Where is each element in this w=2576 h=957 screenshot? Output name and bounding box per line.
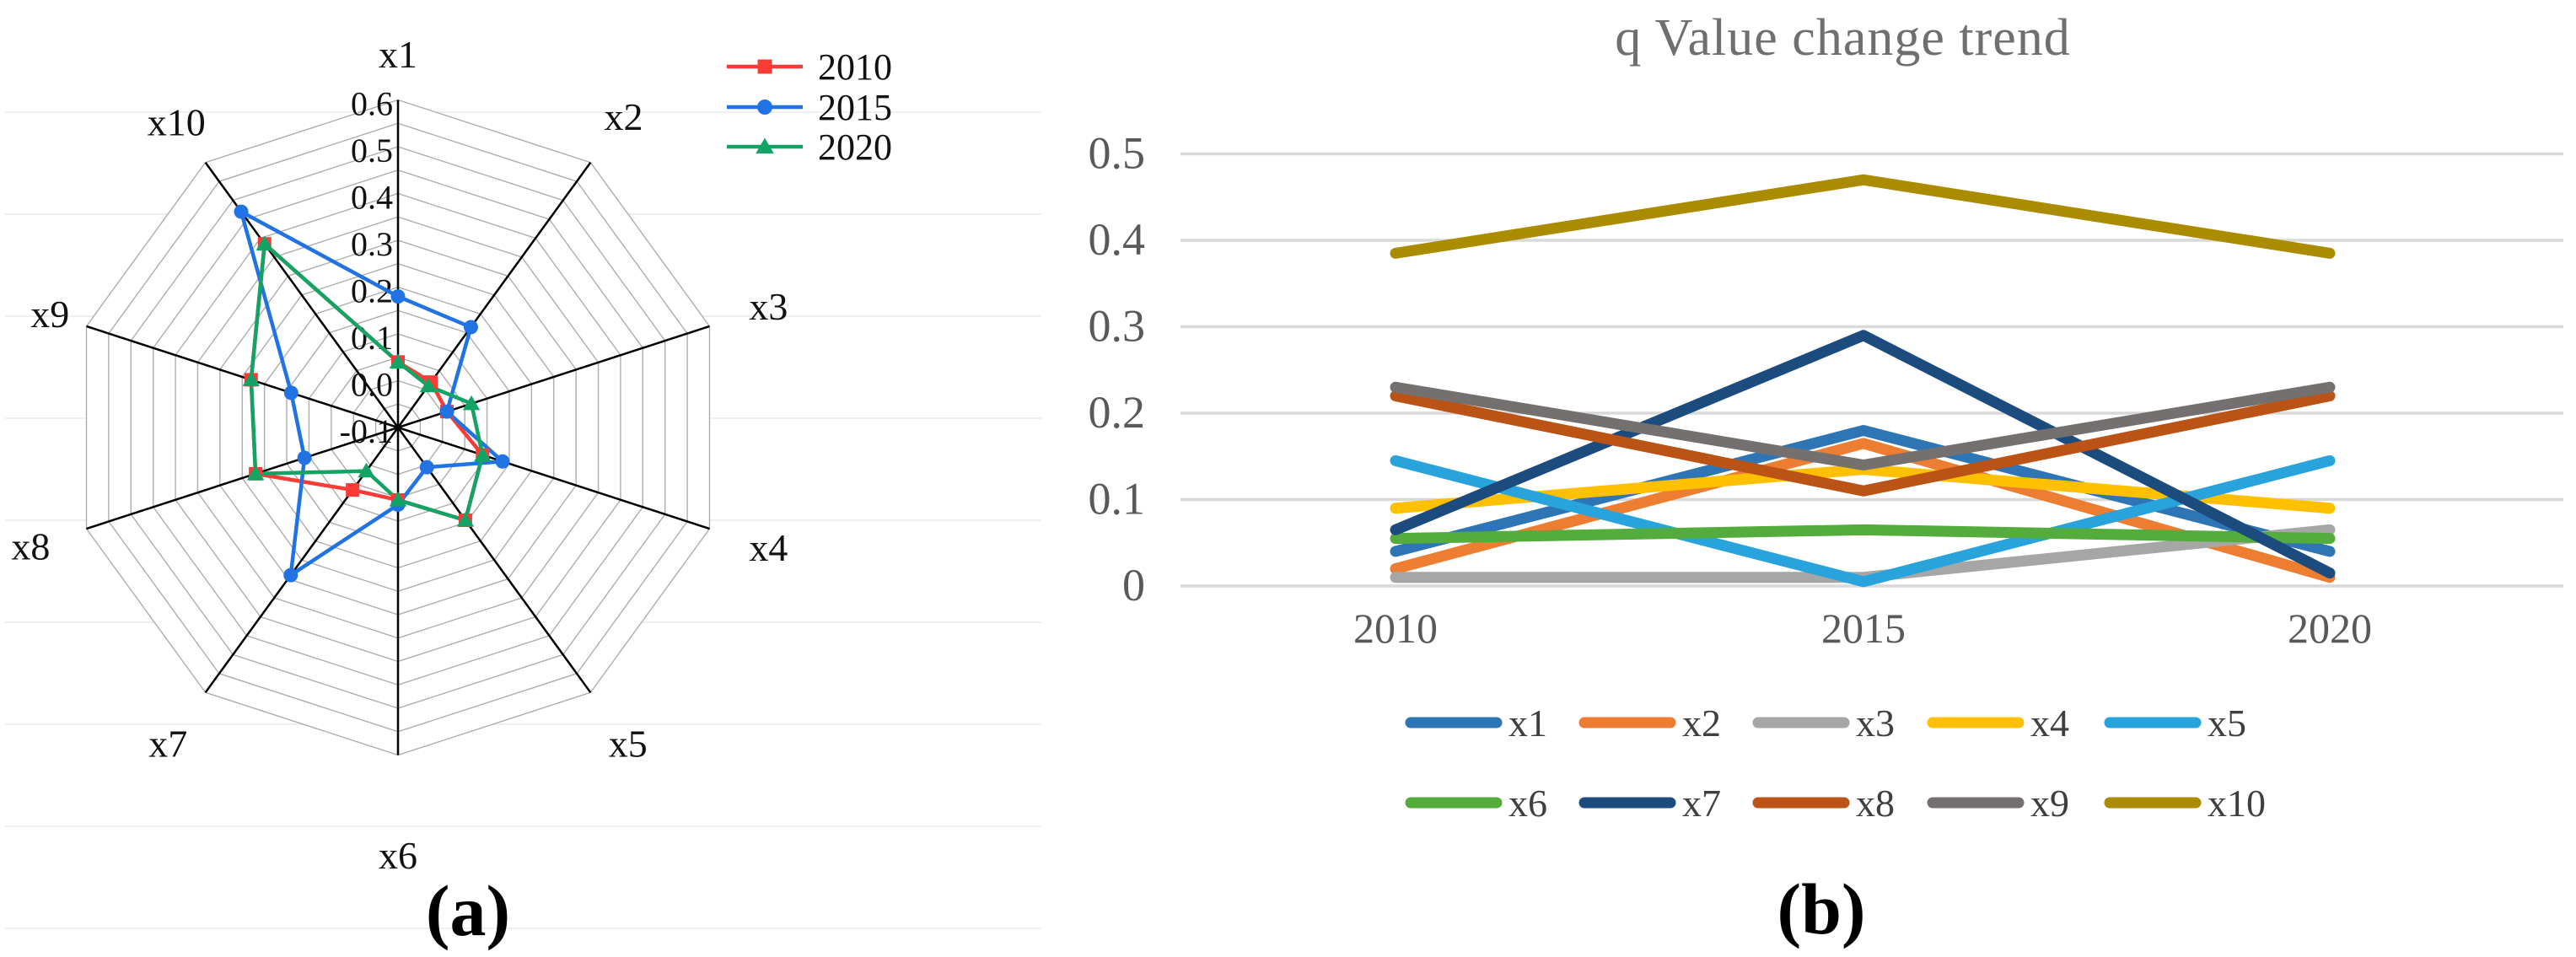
chart-title: q Value change trend xyxy=(1615,9,2071,67)
radar-tick-label: 0.4 xyxy=(351,179,393,217)
y-tick-label: 0.2 xyxy=(1089,387,1146,438)
legend-label-x9: x9 xyxy=(2030,782,2069,825)
legend-marker-2015 xyxy=(757,99,772,115)
radar-marker-triangle-2020 xyxy=(255,235,273,250)
radar-marker-triangle-2020 xyxy=(389,492,407,507)
radar-marker-triangle-2020 xyxy=(389,353,407,368)
legend-label-x8: x8 xyxy=(1856,782,1895,825)
legend-marker-2020 xyxy=(756,137,774,154)
radar-marker-triangle-2020 xyxy=(419,377,438,393)
radar-marker-circle-2015 xyxy=(390,289,406,304)
radar-marker-square-2010 xyxy=(346,483,360,497)
legend-label-x7: x7 xyxy=(1682,782,1721,825)
y-tick-label: 0.5 xyxy=(1089,128,1146,179)
legend-marker-2010 xyxy=(757,59,772,74)
radar-marker-circle-2015 xyxy=(419,460,434,475)
radar-marker-circle-2015 xyxy=(463,320,478,335)
radar-tick-label: 0.3 xyxy=(351,225,393,263)
caption-b: (b) xyxy=(1777,868,1866,949)
legend-label-x3: x3 xyxy=(1856,702,1895,745)
radar-marker-circle-2015 xyxy=(234,204,249,219)
radar-marker-triangle-2020 xyxy=(462,395,481,411)
series-line-x7 xyxy=(1390,330,2336,579)
radar-marker-triangle-2020 xyxy=(246,465,265,481)
line-chart-svg: 0 0.1 0.2 0.3 0.4 0.5 2010 2015 2020 x1 x2 x3 x4 x5 x6… xyxy=(1089,128,2563,825)
series-line-x9 xyxy=(1390,381,2336,470)
legend-label-2015: 2015 xyxy=(818,87,892,128)
radar-marker-circle-2015 xyxy=(495,454,510,469)
legend-label-2010: 2010 xyxy=(818,46,892,88)
legend-label-x2: x2 xyxy=(1682,702,1721,745)
radar-axis-label-x4: x4 xyxy=(749,526,788,569)
radar-marker-triangle-2020 xyxy=(242,371,261,387)
radar-tick-label: 0.5 xyxy=(351,132,393,169)
legend-label-x4: x4 xyxy=(2030,702,2069,745)
radar-marker-triangle-2020 xyxy=(358,462,375,478)
radar-axis-spoke xyxy=(397,426,710,530)
radar-tick-label: 0.6 xyxy=(351,85,393,123)
series-line-x8 xyxy=(1390,390,2336,497)
radar-axis-spoke xyxy=(86,426,399,530)
radar-marker-circle-2015 xyxy=(283,385,298,401)
radar-marker-triangle-2020 xyxy=(474,446,492,462)
radar-axis-label-x2: x2 xyxy=(604,95,643,138)
legend-label-x6: x6 xyxy=(1508,782,1547,825)
y-tick-label: 0.4 xyxy=(1089,214,1146,265)
legend-label-x10: x10 xyxy=(2208,782,2266,825)
legend-label-x1: x1 xyxy=(1508,702,1547,745)
radar-chart-panel: 0.6 0.5 0.4 0.3 0.2 0.1 0.0 -0.1 x1 x2 x3 x4 x5 x6 x7 x… xyxy=(0,0,1054,957)
y-tick-label: 0 xyxy=(1122,560,1145,610)
line-chart-panel: q Value change trend 0 0.1 0.2 0.3 0.4 0.5 201… xyxy=(1054,0,2576,957)
y-tick-label: 0.1 xyxy=(1089,474,1146,524)
radar-axis-label-x7: x7 xyxy=(148,722,187,765)
radar-marker-circle-2015 xyxy=(439,404,454,419)
x-tick-label: 2015 xyxy=(1821,605,1906,652)
caption-a: (a) xyxy=(425,870,511,951)
series-line-x1 xyxy=(1390,425,2336,557)
radar-axis-spoke xyxy=(86,325,399,429)
radar-axis-label-x8: x8 xyxy=(11,525,50,568)
series-line-x5 xyxy=(1390,454,2336,588)
radar-tick-label: 0.0 xyxy=(351,366,393,404)
legend-label-2020: 2020 xyxy=(818,126,892,168)
radar-axis-label-x6: x6 xyxy=(379,834,417,877)
radar-axis-label-x5: x5 xyxy=(609,722,648,765)
x-tick-label: 2010 xyxy=(1353,605,1438,652)
series-line-x10 xyxy=(1390,174,2336,259)
radar-marker-triangle-2020 xyxy=(456,512,475,527)
radar-axis-label-x1: x1 xyxy=(379,33,417,76)
y-tick-label: 0.3 xyxy=(1089,301,1146,352)
legend-label-x5: x5 xyxy=(2208,702,2246,745)
radar-axis-label-x9: x9 xyxy=(30,293,69,336)
x-tick-label: 2020 xyxy=(2288,605,2372,652)
radar-tick-label: -0.1 xyxy=(340,412,393,450)
radar-axis-label-x10: x10 xyxy=(148,100,206,143)
radar-axis-label-x3: x3 xyxy=(749,285,788,328)
series-line-x6 xyxy=(1390,524,2336,545)
radar-marker-circle-2015 xyxy=(297,450,312,465)
radar-chart-svg: 0.60.50.40.30.20.10.0-0.1x1x2x3x4x5x6x7x… xyxy=(5,33,1041,929)
radar-marker-circle-2015 xyxy=(283,567,298,583)
